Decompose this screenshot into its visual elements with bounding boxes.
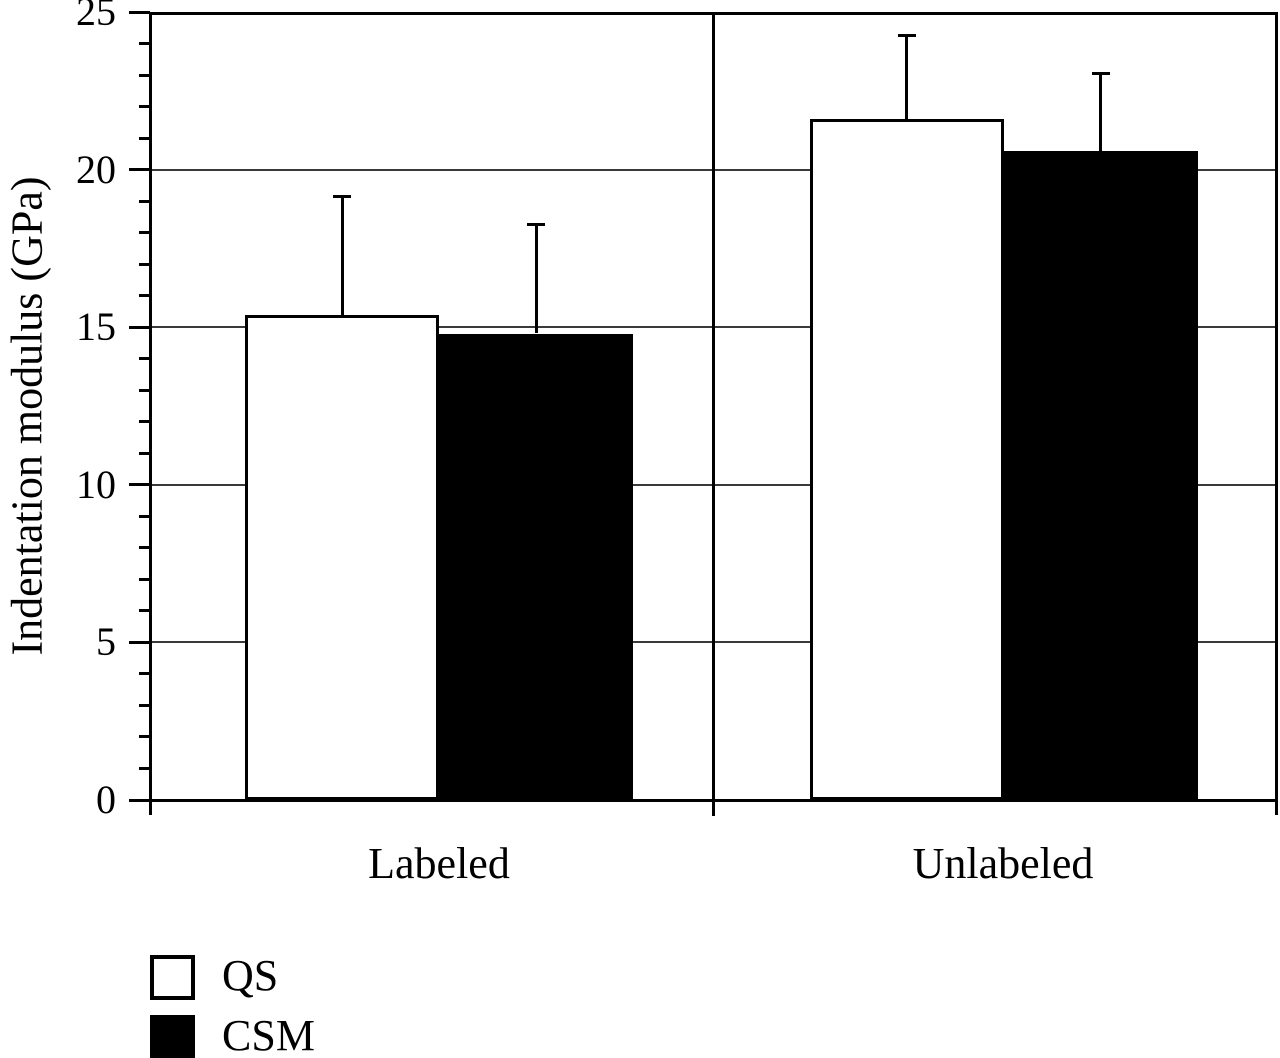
error-bar-qs-labeled [340, 194, 344, 315]
y-major-tick-5 [129, 640, 150, 644]
x-category-label-labeled: Labeled [368, 839, 510, 888]
error-bar-cap-qs-unlabeled [897, 34, 916, 38]
legend-swatch-qs [150, 955, 195, 1000]
x-axis-divider-tick [712, 800, 715, 816]
y-axis-title: Indentation modulus (GPa) [2, 176, 52, 656]
y-major-tick-15 [129, 325, 150, 329]
error-bar-cap-qs-labeled [333, 194, 351, 198]
y-minor-tick-6 [139, 609, 150, 613]
y-minor-tick-4 [139, 672, 150, 676]
y-minor-tick-11 [139, 451, 150, 455]
bar-csm-labeled [439, 333, 633, 800]
y-minor-tick-2 [139, 735, 150, 739]
y-minor-tick-22 [139, 105, 150, 109]
y-minor-tick-16 [139, 294, 150, 298]
error-bar-cap-csm-unlabeled [1091, 71, 1110, 75]
y-tick-label-15: 15 [76, 304, 116, 350]
y-minor-tick-13 [139, 388, 150, 392]
y-tick-label-0: 0 [96, 777, 116, 822]
bar-qs-labeled [245, 314, 439, 800]
legend-swatch-csm [150, 1015, 195, 1058]
y-tick-label-5: 5 [96, 619, 116, 665]
y-major-tick-10 [129, 483, 150, 487]
y-minor-tick-17 [139, 262, 150, 266]
y-minor-tick-1 [139, 766, 150, 770]
y-tick-label-20: 20 [76, 146, 116, 192]
y-major-tick-20 [129, 168, 150, 172]
error-bar-cap-csm-labeled [527, 223, 545, 227]
y-major-tick-25 [129, 10, 150, 14]
y-minor-tick-9 [139, 514, 150, 518]
y-minor-tick-24 [139, 42, 150, 46]
y-minor-tick-21 [139, 136, 150, 140]
error-bar-csm-unlabeled [1099, 71, 1102, 151]
y-minor-tick-8 [139, 546, 150, 550]
legend: QS CSM [150, 948, 510, 1058]
bar-csm-unlabeled [1003, 150, 1198, 800]
y-minor-tick-19 [139, 199, 150, 203]
legend-label-csm: CSM [222, 1011, 315, 1058]
legend-label-qs: QS [222, 951, 279, 1000]
y-minor-tick-3 [139, 703, 150, 707]
y-major-tick-0 [129, 798, 150, 802]
y-minor-tick-7 [139, 577, 150, 581]
y-minor-tick-18 [139, 231, 150, 235]
error-bar-qs-unlabeled [905, 34, 908, 120]
plot-frame-right [1274, 12, 1278, 815]
bar-qs-unlabeled [809, 119, 1004, 800]
y-axis-line [148, 12, 152, 815]
category-divider-line [712, 12, 715, 800]
error-bar-csm-labeled [534, 223, 538, 334]
y-minor-tick-12 [139, 420, 150, 424]
y-minor-tick-14 [139, 357, 150, 361]
x-category-label-unlabeled: Unlabeled [912, 839, 1094, 888]
y-minor-tick-23 [139, 73, 150, 77]
y-tick-label-25: 25 [76, 0, 116, 34]
y-tick-label-10: 10 [76, 461, 116, 507]
